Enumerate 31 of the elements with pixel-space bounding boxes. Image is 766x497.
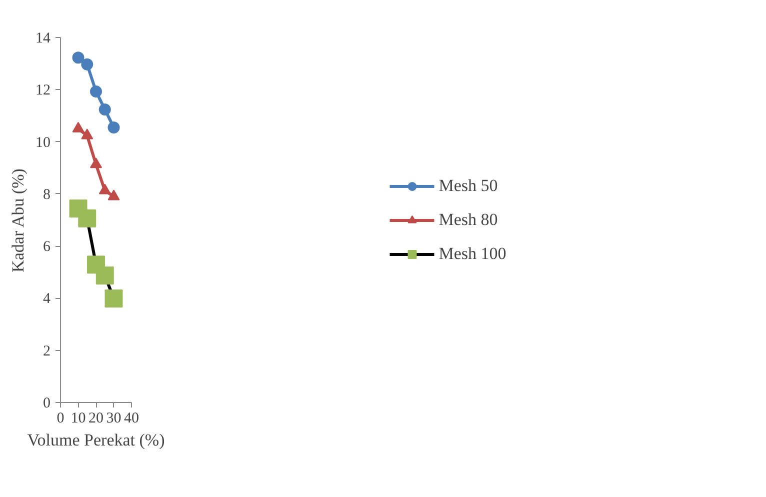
y-tick-label: 12 [36, 82, 50, 99]
y-tick-label: 10 [36, 134, 50, 151]
x-tick-label: 0 [56, 410, 64, 426]
point [90, 85, 102, 98]
y-tick-label: 4 [43, 291, 51, 308]
x-tick-label: 40 [124, 410, 139, 426]
y-tick-label: 8 [43, 186, 50, 203]
point [72, 52, 84, 64]
point [90, 158, 102, 168]
x-axis-title: Volume Perekat (%) [27, 430, 165, 450]
legend-label: Mesh 50 [438, 176, 498, 196]
point [108, 190, 120, 200]
x-tick-label: 30 [106, 410, 122, 426]
x-tick-label: 10 [70, 410, 86, 426]
point [78, 209, 96, 228]
y-axis-title: Kadar Abu (%) [8, 168, 28, 272]
point [96, 266, 114, 285]
point [108, 121, 120, 134]
point [98, 184, 111, 194]
point [98, 103, 111, 116]
y-tick-label: 2 [43, 343, 50, 360]
point [72, 122, 84, 132]
point [81, 58, 94, 70]
point [81, 128, 94, 140]
point [104, 289, 123, 308]
x-tick-label: 20 [88, 410, 104, 426]
y-tick-label: 0 [43, 396, 50, 412]
y-tick-label: 14 [36, 30, 51, 46]
y-tick-label: 6 [43, 239, 51, 256]
legend-label: Mesh 80 [438, 210, 498, 230]
legend-label: Mesh 100 [438, 244, 506, 264]
